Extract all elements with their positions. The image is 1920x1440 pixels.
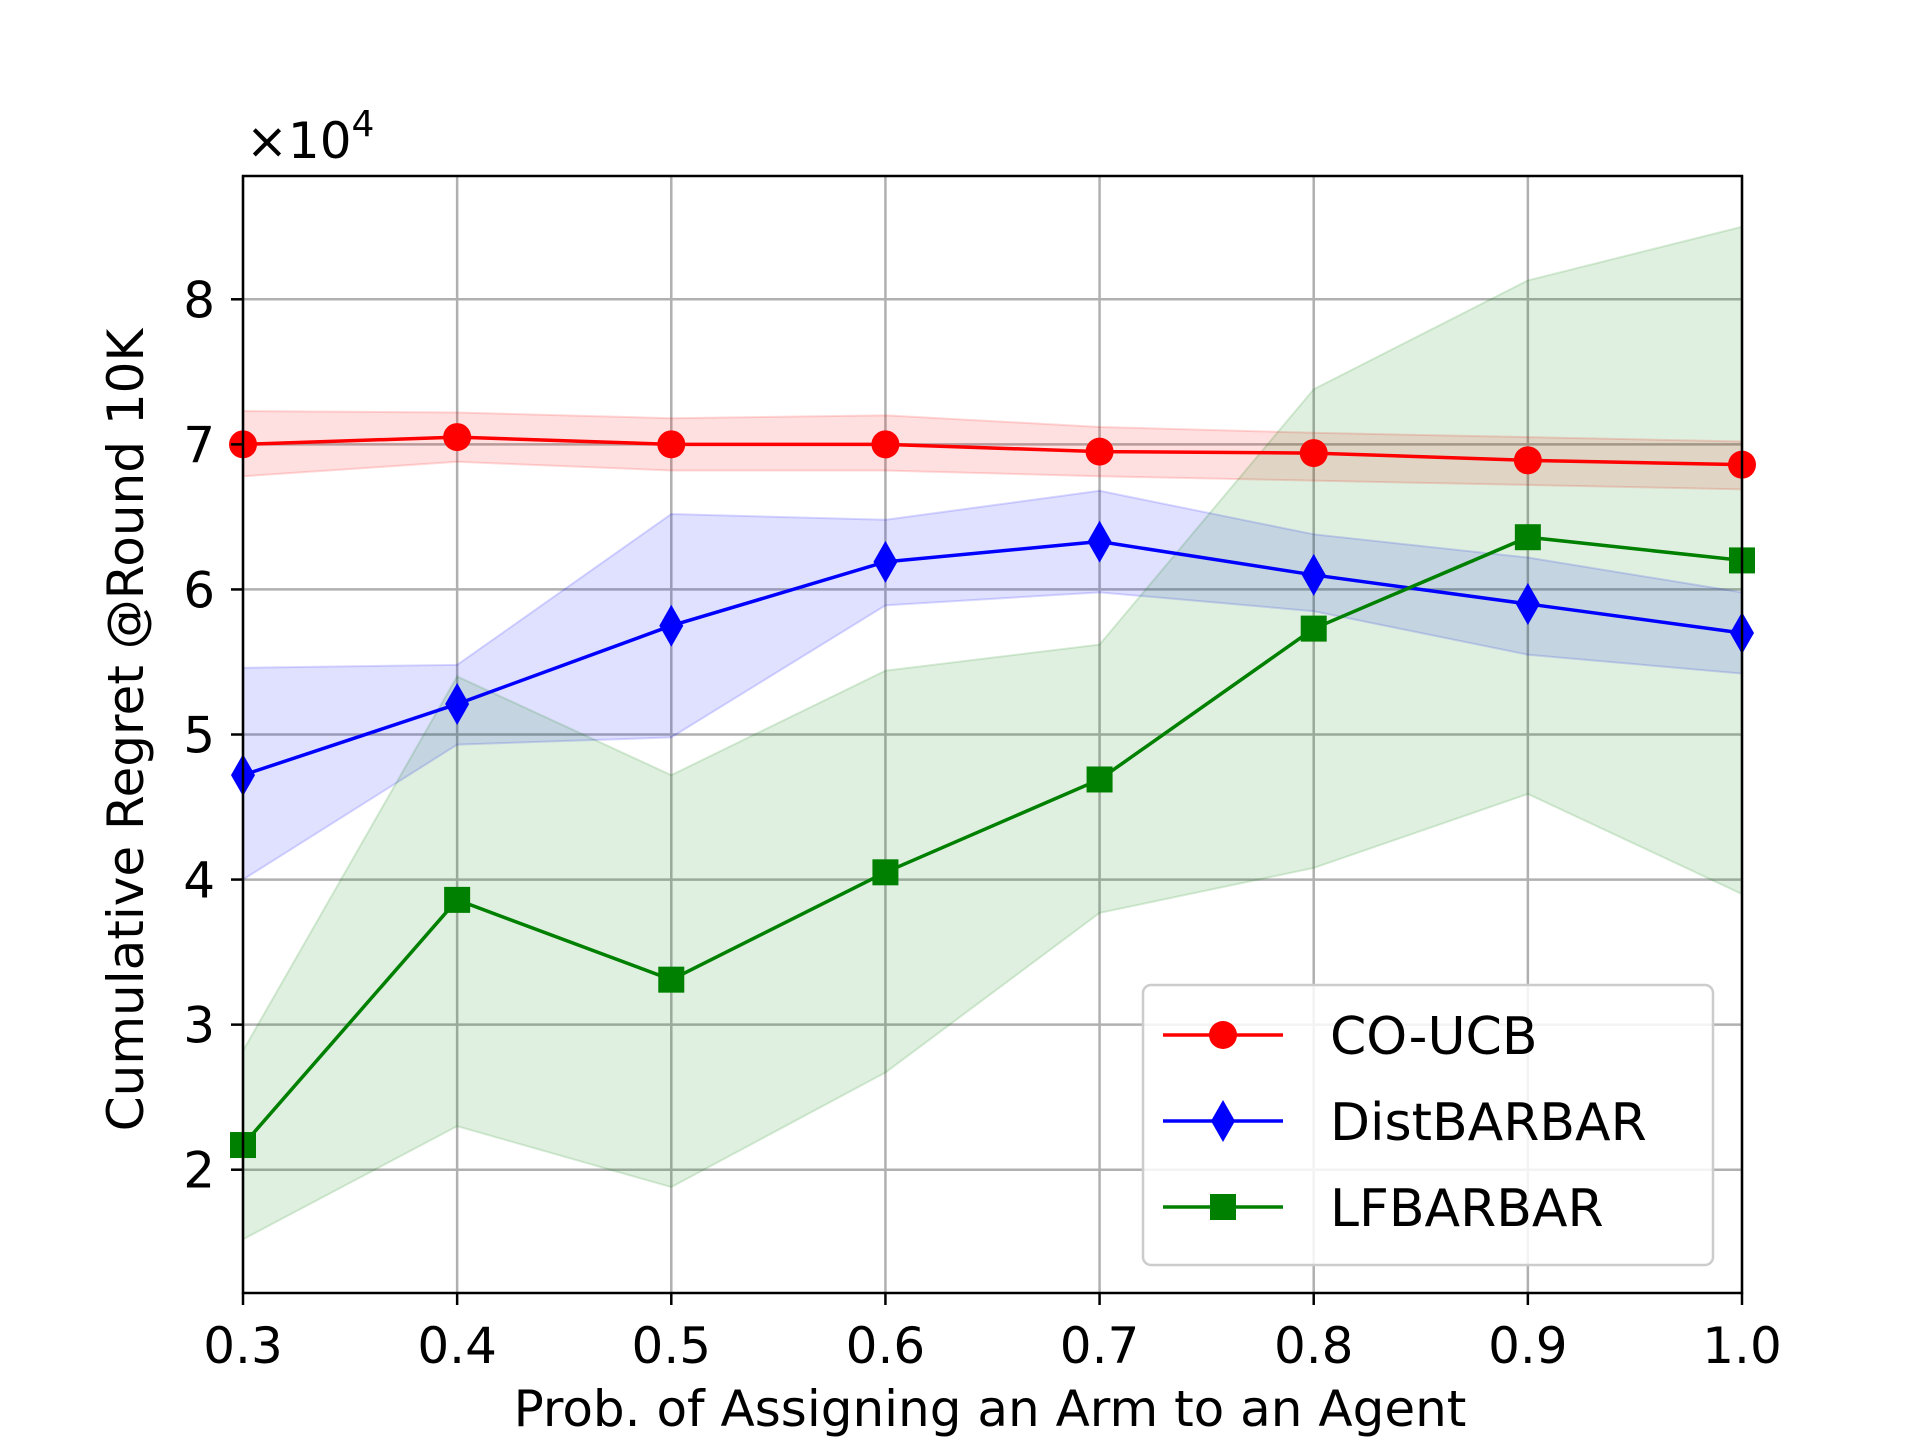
- co-ucb-point: [1513, 446, 1542, 475]
- distbarbar-point: [1087, 520, 1112, 563]
- x-tick-label: 0.5: [632, 1317, 712, 1375]
- y-tick-label: 3: [183, 997, 215, 1055]
- x-tick-label: 0.4: [417, 1317, 497, 1375]
- y-axis-label: Cumulative Regret @Round 10K: [97, 328, 155, 1132]
- lfbarbar-point: [658, 966, 685, 993]
- co-ucb-line: [242, 435, 1743, 467]
- distbarbar-point: [1301, 553, 1326, 596]
- grid: [241, 176, 1744, 1293]
- lfbarbar-point: [872, 859, 899, 886]
- legend-marker: [1210, 1194, 1236, 1220]
- co-ucb-point: [443, 423, 472, 452]
- series-lines: [241, 435, 1743, 1147]
- legend-entry-co-ucb: CO-UCB: [1163, 1007, 1538, 1067]
- distbarbar-point: [659, 604, 684, 647]
- legend-label: DistBARBAR: [1330, 1093, 1647, 1153]
- co-ucb-point: [1299, 439, 1328, 468]
- distbarbar-line: [242, 539, 1743, 777]
- legend: CO-UCB DistBARBAR LFBARBAR: [1141, 983, 1715, 1267]
- x-tick-label: 1.0: [1702, 1317, 1782, 1375]
- lfbarbar-point: [1514, 524, 1541, 551]
- lfbarbar-line: [241, 535, 1743, 1147]
- y-multiplier-base: ×10: [246, 112, 352, 170]
- y-tick-label: 6: [183, 561, 215, 619]
- distbarbar-point: [1515, 582, 1540, 625]
- series-markers: [229, 423, 1756, 1159]
- x-tick-label: 0.3: [203, 1317, 283, 1375]
- legend-marker: [1209, 1021, 1237, 1049]
- legend-marker: [1211, 1100, 1235, 1142]
- lfbarbar-point: [1086, 766, 1113, 793]
- legend-entry-lfbarbar: LFBARBAR: [1163, 1179, 1604, 1239]
- axis-ticks: 0.3 0.4 0.5 0.6 0.7 0.8 0.9 1.0 2 3 4 5 6 7 8: [183, 271, 1782, 1375]
- co-ucb-point: [657, 430, 686, 459]
- y-multiplier-exponent: 4: [352, 104, 375, 145]
- x-tick-label: 0.6: [846, 1317, 926, 1375]
- x-tick-label: 0.8: [1274, 1317, 1354, 1375]
- co-ucb-point: [871, 430, 900, 459]
- y-axis-multiplier: ×104: [246, 104, 374, 170]
- distbarbar-point: [873, 540, 898, 583]
- legend-label: CO-UCB: [1330, 1007, 1538, 1067]
- co-ucb-point: [1085, 437, 1114, 466]
- x-tick-label: 0.9: [1488, 1317, 1568, 1375]
- y-tick-label: 5: [183, 707, 215, 765]
- lfbarbar-point: [1300, 615, 1327, 642]
- y-tick-label: 2: [183, 1142, 215, 1200]
- legend-label: LFBARBAR: [1330, 1179, 1604, 1239]
- y-tick-label: 4: [183, 852, 215, 910]
- y-tick-label: 7: [183, 416, 215, 474]
- lfbarbar-point: [444, 886, 471, 913]
- y-tick-label: 8: [183, 271, 215, 329]
- x-axis-label: Prob. of Assigning an Arm to an Agent: [514, 1380, 1467, 1438]
- distbarbar-point: [445, 683, 470, 726]
- legend-box: [1141, 983, 1715, 1267]
- legend-entry-distbarbar: DistBARBAR: [1163, 1093, 1647, 1153]
- x-tick-label: 0.7: [1060, 1317, 1140, 1375]
